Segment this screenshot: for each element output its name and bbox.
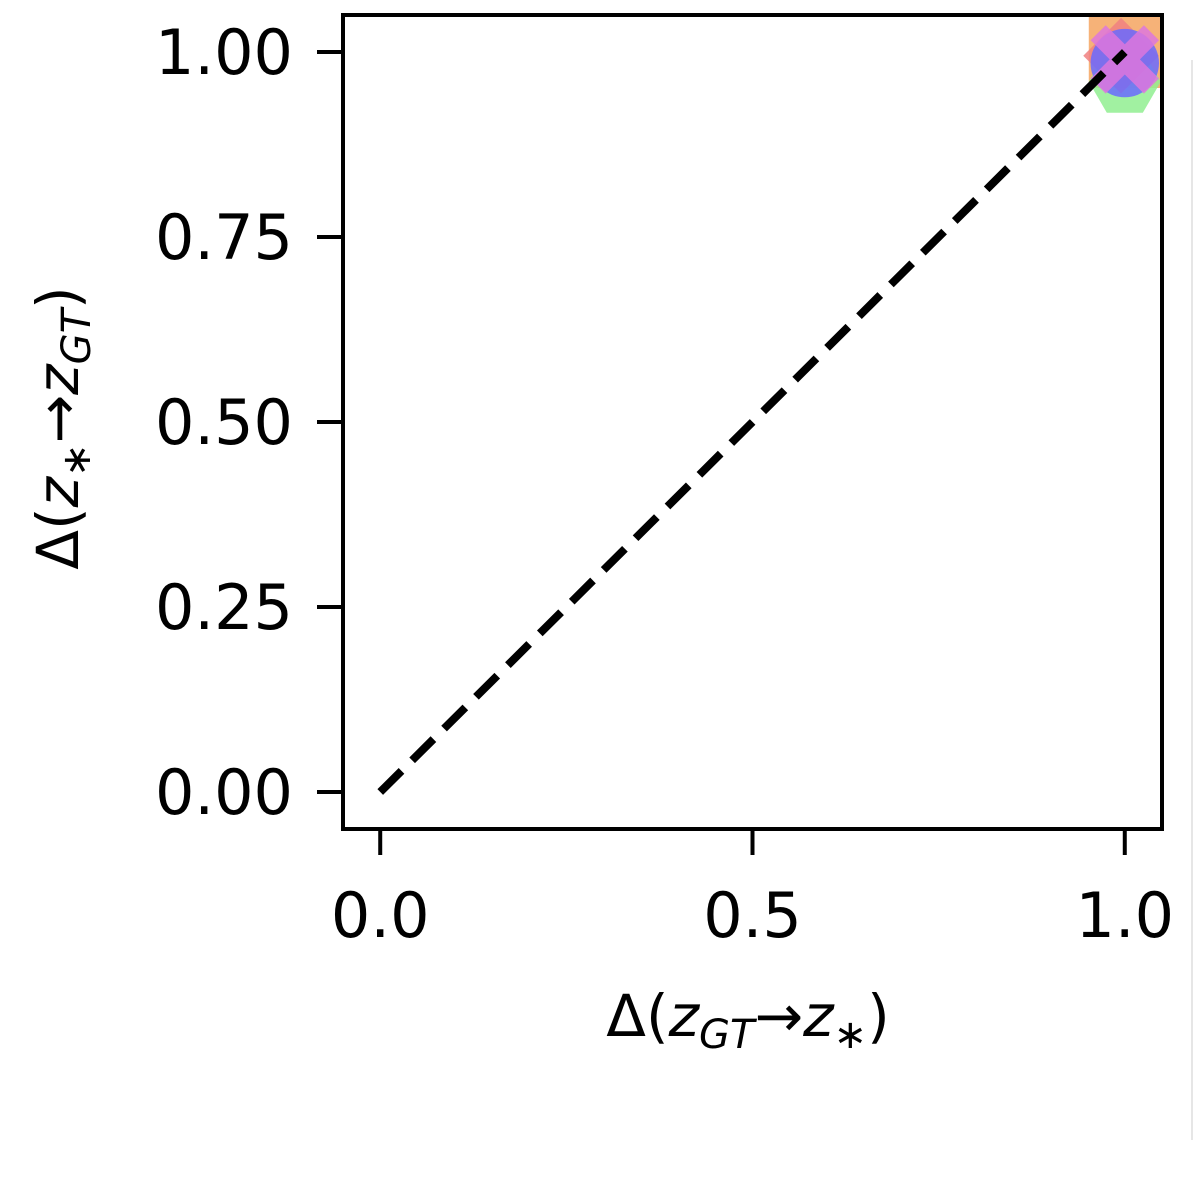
y-tick-label: 0.00 [155, 756, 293, 829]
x-axis: 0.0 0.5 1.0 [331, 829, 1174, 952]
reference-line [377, 49, 1128, 795]
x-axis-label: Δ(zGT→z∗) [606, 982, 889, 1058]
y-tick-label: 0.75 [155, 201, 293, 274]
y-axis-label: Δ(z∗→zGT) [24, 286, 100, 569]
y-axis: 0.00 0.25 0.50 0.75 1.00 [155, 16, 343, 829]
y-tick-label: 0.25 [155, 571, 293, 644]
x-tick-label: 0.5 [703, 879, 802, 952]
x-tick-label: 0.0 [331, 879, 430, 952]
y-tick-label: 0.50 [155, 386, 293, 459]
markers-layer [1083, 16, 1161, 113]
reference-line-layer [377, 49, 1128, 795]
panel-edge [1191, 60, 1193, 1140]
y-tick-label: 1.00 [155, 16, 293, 89]
x-tick-label: 1.0 [1075, 879, 1174, 952]
x-marker [1090, 25, 1159, 94]
